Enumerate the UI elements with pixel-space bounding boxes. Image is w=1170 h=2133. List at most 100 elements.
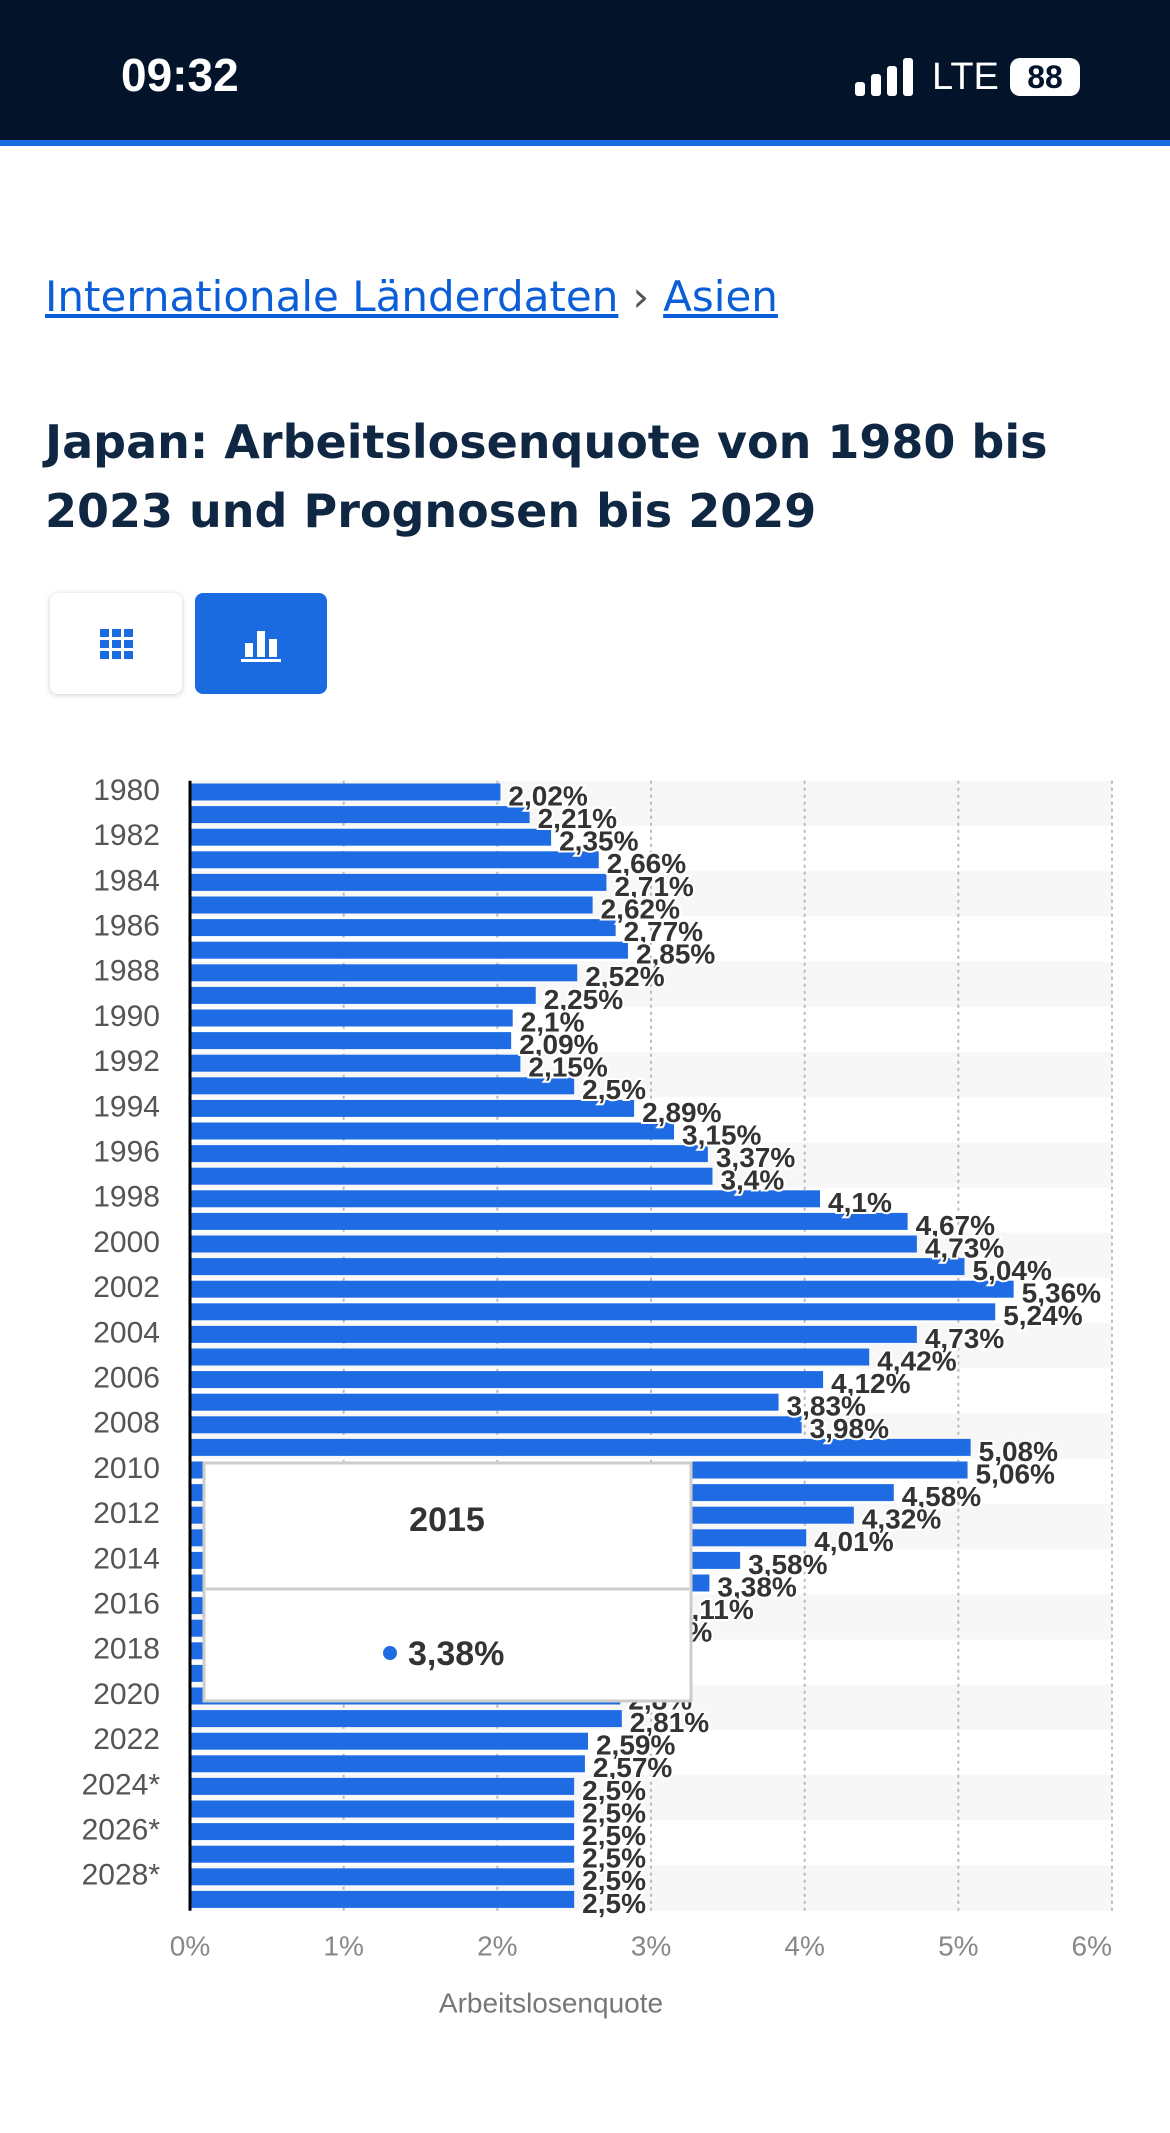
x-tick-label: 6% xyxy=(1072,1930,1112,1961)
bar xyxy=(190,1755,585,1773)
x-tick-label: 2% xyxy=(477,1930,517,1961)
tooltip: 2015 3,38% xyxy=(202,1461,693,1703)
value-label: 2,57% xyxy=(593,1752,672,1783)
bar xyxy=(190,1212,908,1230)
bar xyxy=(190,1190,821,1208)
bar xyxy=(190,1235,917,1253)
value-label: 2,5% xyxy=(582,1775,646,1806)
chart-view-button[interactable] xyxy=(195,593,327,694)
page-title: Japan: Arbeitslosenquote von 1980 bis 20… xyxy=(45,415,1048,538)
value-label: 2,1% xyxy=(521,1006,585,1037)
value-label: 2,15% xyxy=(528,1052,607,1083)
bar xyxy=(190,1325,917,1343)
breadcrumb-separator: › xyxy=(632,272,650,321)
value-label: 5,24% xyxy=(1003,1300,1082,1331)
value-label: 4,58% xyxy=(902,1481,981,1512)
y-tick-label: 2018 xyxy=(93,1633,160,1666)
y-tick-label: 2008 xyxy=(93,1407,160,1440)
bar xyxy=(190,873,607,891)
value-label: 3,4% xyxy=(720,1165,784,1196)
bar xyxy=(190,1416,802,1434)
value-label: 3,38% xyxy=(717,1571,796,1602)
bar xyxy=(190,1732,588,1750)
bar xyxy=(190,1122,675,1140)
y-tick-label: 2024* xyxy=(82,1768,161,1801)
value-label: 3,83% xyxy=(787,1391,866,1422)
y-tick-label: 1986 xyxy=(93,910,160,943)
chart: 0% 1% 2% 3% 4% 5% 6% Arbeitslosenquote 1980 1982 1… xyxy=(82,774,1113,2018)
tooltip-box xyxy=(202,1461,693,1703)
bar xyxy=(190,986,536,1004)
bar xyxy=(190,1438,971,1456)
value-label: 4,73% xyxy=(925,1232,1004,1263)
bar xyxy=(190,1348,870,1366)
value-label: 5,04% xyxy=(972,1255,1051,1286)
y-tick-label: 1996 xyxy=(93,1136,160,1169)
table-view-button[interactable] xyxy=(50,593,182,694)
bar xyxy=(190,1800,575,1818)
bar xyxy=(190,1868,575,1886)
bar xyxy=(190,1890,575,1908)
bar xyxy=(190,1371,824,1389)
value-label: 2,35% xyxy=(559,826,638,857)
bar xyxy=(190,851,599,869)
y-tick-label: 2026* xyxy=(82,1814,161,1847)
y-tick-label: 2006 xyxy=(93,1362,160,1395)
bar xyxy=(190,1823,575,1841)
value-label: 3,37% xyxy=(716,1142,795,1173)
y-tick-label: 2016 xyxy=(93,1588,160,1621)
value-label: 2,5% xyxy=(582,1820,646,1851)
signal-icon xyxy=(855,58,913,96)
y-tick-label: 2010 xyxy=(93,1452,160,1485)
y-tick-label: 1990 xyxy=(93,1000,160,1033)
value-label: 4,32% xyxy=(862,1504,941,1535)
y-tick-label: 1992 xyxy=(93,1045,160,1078)
clock: 09:32 xyxy=(121,49,239,101)
value-label: 4,67% xyxy=(916,1210,995,1241)
y-tick-label: 2004 xyxy=(93,1316,160,1349)
value-label: 2,5% xyxy=(582,1843,646,1874)
y-tick-label: 2028* xyxy=(82,1859,161,1892)
bar xyxy=(190,1258,965,1276)
value-label: 2,81% xyxy=(630,1707,709,1738)
y-tick-label: 1998 xyxy=(93,1181,160,1214)
bar xyxy=(190,1054,521,1072)
value-label: 5,08% xyxy=(979,1436,1058,1467)
value-label: 2,89% xyxy=(642,1097,721,1128)
y-tick-label: 1982 xyxy=(93,819,160,852)
chart-icon xyxy=(241,631,281,662)
breadcrumb-link[interactable]: Internationale Länderdaten xyxy=(45,272,619,321)
value-label: 2,77% xyxy=(624,916,703,947)
value-label: 5,06% xyxy=(976,1458,1055,1489)
bar xyxy=(190,1145,708,1163)
value-label: 2,62% xyxy=(601,893,680,924)
bar xyxy=(190,1077,575,1095)
value-label: 2,5% xyxy=(582,1797,646,1828)
battery: 88 xyxy=(1010,58,1080,96)
bar xyxy=(190,919,616,937)
value-label: 2,25% xyxy=(544,984,623,1015)
x-axis-title: Arbeitslosenquote xyxy=(439,1987,663,2018)
value-label: 3,98% xyxy=(810,1413,889,1444)
x-tick-label: 5% xyxy=(938,1930,978,1961)
tooltip-value: 3,38% xyxy=(408,1635,504,1673)
value-label: 2,66% xyxy=(607,848,686,879)
value-label: 4,01% xyxy=(814,1526,893,1557)
value-label: 2,5% xyxy=(582,1888,646,1919)
x-tick-label: 3% xyxy=(631,1930,671,1961)
bar xyxy=(190,1303,996,1321)
status-bar: 09:32 LTE 88 xyxy=(0,0,1170,140)
value-label: 2,09% xyxy=(519,1029,598,1060)
bar xyxy=(190,1393,779,1411)
y-tick-label: 2012 xyxy=(93,1497,160,1530)
bar xyxy=(190,1777,575,1795)
value-label: 4,73% xyxy=(925,1323,1004,1354)
y-tick-label: 1980 xyxy=(93,774,160,807)
y-tick-label: 2014 xyxy=(93,1542,160,1575)
value-label: 2,52% xyxy=(585,961,664,992)
bar xyxy=(190,806,530,824)
breadcrumb-link[interactable]: Asien xyxy=(663,272,778,321)
bar xyxy=(190,941,628,959)
value-label: 2,59% xyxy=(596,1730,675,1761)
